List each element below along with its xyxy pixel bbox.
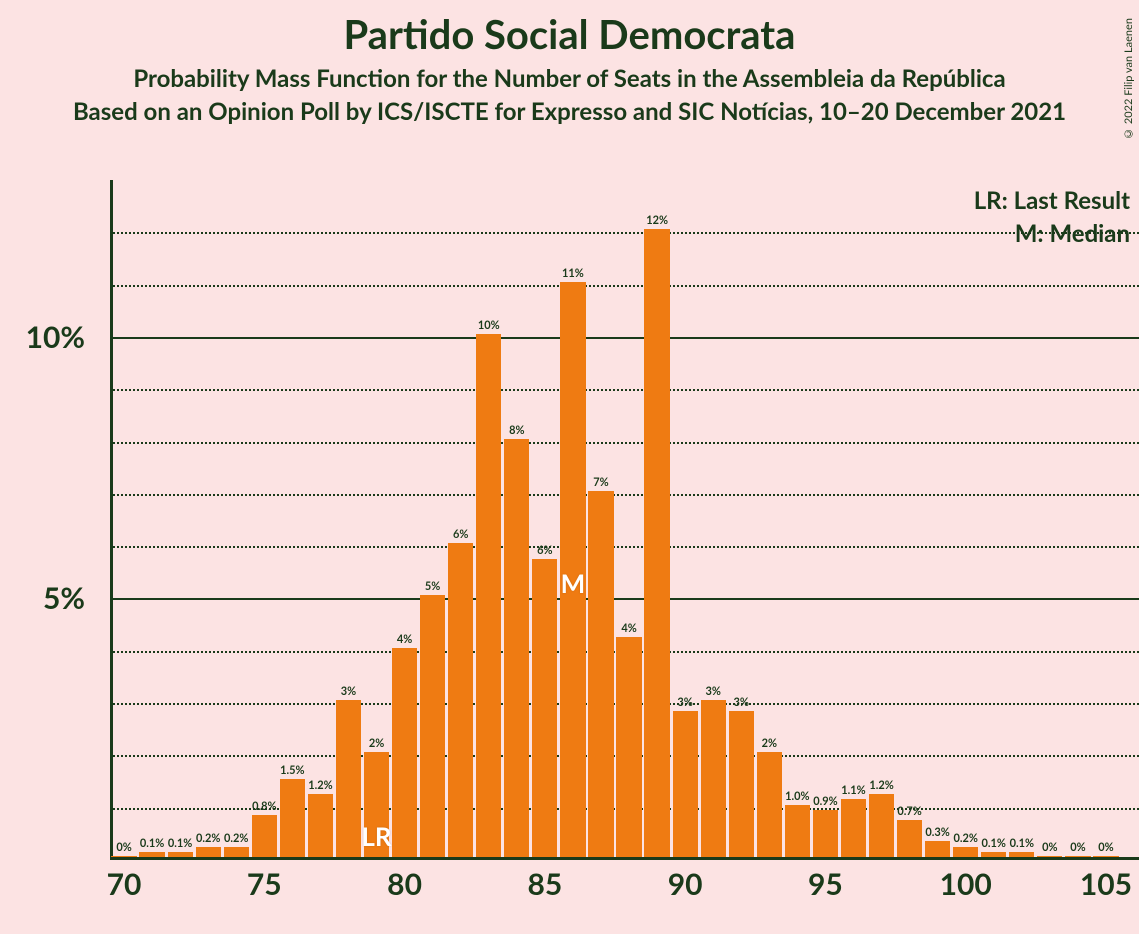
x-tick-label: 105 xyxy=(1080,866,1132,902)
bar xyxy=(701,700,726,857)
bar-label: 0.2% xyxy=(196,832,220,845)
bar-label: 3% xyxy=(734,696,749,709)
bar-label: 1.2% xyxy=(869,779,893,792)
bar xyxy=(841,799,866,857)
bar xyxy=(953,847,978,857)
bar xyxy=(757,752,782,857)
bar xyxy=(673,711,698,857)
bar-label: 0.3% xyxy=(925,826,949,839)
bar xyxy=(588,491,613,857)
grid-minor xyxy=(113,494,1139,496)
bar xyxy=(280,779,305,857)
bar xyxy=(252,815,277,857)
x-tick-label: 80 xyxy=(387,866,422,902)
grid-major xyxy=(113,337,1139,339)
x-axis xyxy=(110,857,1139,860)
bar xyxy=(925,841,950,857)
bar-label: 0.1% xyxy=(140,837,164,850)
y-tick-label: 10% xyxy=(26,319,85,355)
bar xyxy=(1065,856,1090,857)
bar-label: 6% xyxy=(537,544,552,557)
bar xyxy=(111,856,136,857)
bar-label: 2% xyxy=(762,737,777,750)
y-tick-label: 5% xyxy=(43,580,85,616)
bar xyxy=(168,852,193,857)
bar xyxy=(897,820,922,857)
bar-label: 3% xyxy=(341,685,356,698)
bar xyxy=(139,852,164,857)
bar xyxy=(392,648,417,857)
bar xyxy=(1009,852,1034,857)
bar xyxy=(448,543,473,857)
grid-minor xyxy=(113,442,1139,444)
chart-legend: LR: Last Result M: Median xyxy=(974,186,1130,252)
bar-label: 8% xyxy=(509,424,524,437)
bar xyxy=(616,637,641,857)
marker-lr: LR xyxy=(361,820,391,852)
grid-minor xyxy=(113,285,1139,287)
bar-label: 5% xyxy=(425,580,440,593)
y-axis xyxy=(110,180,113,860)
bar xyxy=(336,700,361,857)
bar-label: 4% xyxy=(397,633,412,646)
bar-label: 0.1% xyxy=(168,837,192,850)
x-tick-label: 75 xyxy=(247,866,282,902)
x-tick-label: 90 xyxy=(668,866,703,902)
bar xyxy=(785,805,810,857)
marker-median: M xyxy=(561,567,586,599)
bar xyxy=(729,711,754,857)
bar-label: 0.2% xyxy=(224,832,248,845)
bar-label: 0% xyxy=(1042,841,1057,854)
chart-title: Partido Social Democrata xyxy=(0,10,1139,58)
grid-minor xyxy=(113,546,1139,548)
bar xyxy=(308,794,333,857)
bar-label: 0.7% xyxy=(897,805,921,818)
bar-label: 7% xyxy=(593,476,608,489)
bar-label: 0% xyxy=(1070,841,1085,854)
bar xyxy=(196,847,221,857)
bar-label: 0.1% xyxy=(1010,837,1034,850)
x-tick-label: 100 xyxy=(940,866,992,902)
bar-label: 12% xyxy=(646,214,668,227)
bar xyxy=(813,810,838,857)
bar-label: 0% xyxy=(116,841,131,854)
bar-label: 3% xyxy=(705,685,720,698)
x-tick-label: 95 xyxy=(808,866,843,902)
bar-label: 0% xyxy=(1098,841,1113,854)
grid-minor xyxy=(113,389,1139,391)
bar-label: 0.2% xyxy=(953,832,977,845)
bar xyxy=(420,595,445,857)
bar-label: 11% xyxy=(562,267,584,280)
bar-label: 4% xyxy=(621,622,636,635)
bar xyxy=(1093,856,1118,857)
bar-label: 10% xyxy=(478,319,500,332)
bar xyxy=(504,439,529,857)
bar-label: 2% xyxy=(369,737,384,750)
bar-label: 1.5% xyxy=(280,764,304,777)
bar-label: 1.2% xyxy=(308,779,332,792)
chart-subtitle-2: Based on an Opinion Poll by ICS/ISCTE fo… xyxy=(0,97,1139,126)
bar xyxy=(981,852,1006,857)
bar xyxy=(532,559,557,857)
legend-lr: LR: Last Result xyxy=(974,186,1130,215)
bar-label: 0.1% xyxy=(982,837,1006,850)
bar-label: 6% xyxy=(453,528,468,541)
bar xyxy=(869,794,894,857)
bar-label: 3% xyxy=(677,696,692,709)
bar xyxy=(476,334,501,857)
grid-major xyxy=(113,598,1139,600)
chart-subtitle-1: Probability Mass Function for the Number… xyxy=(0,64,1139,93)
copyright-text: © 2022 Filip van Laenen xyxy=(1122,18,1135,140)
bar-label: 0.9% xyxy=(813,795,837,808)
bar xyxy=(224,847,249,857)
bar xyxy=(1037,856,1062,857)
bar-label: 0.8% xyxy=(252,800,276,813)
x-tick-label: 70 xyxy=(107,866,142,902)
chart-plot-area: LR: Last Result M: Median 5%10%707580859… xyxy=(110,180,1120,860)
bar-label: 1.1% xyxy=(841,784,865,797)
bar-label: 1.0% xyxy=(785,790,809,803)
bar xyxy=(644,229,669,857)
x-tick-label: 85 xyxy=(527,866,562,902)
grid-minor xyxy=(113,232,1139,234)
